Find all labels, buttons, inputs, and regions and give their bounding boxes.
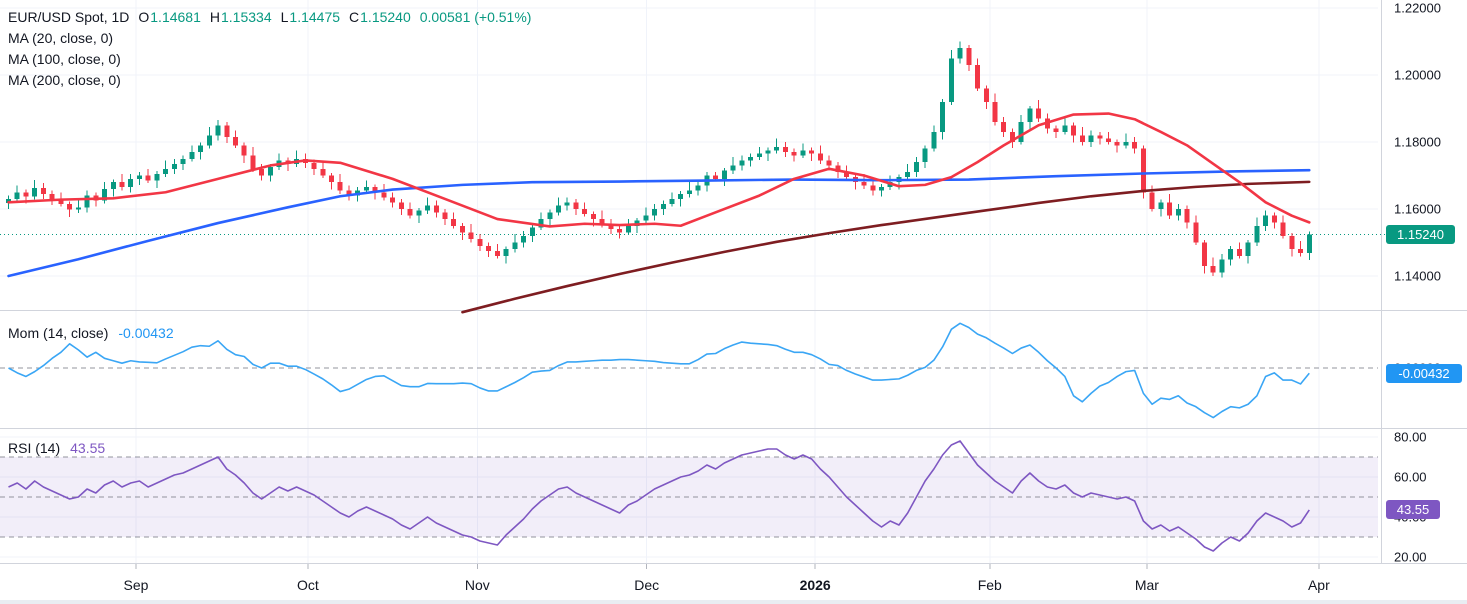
rsi-legend[interactable]: RSI (14) 43.55 xyxy=(8,438,105,459)
momentum-legend-label: Mom (14, close) xyxy=(8,325,109,341)
change-value: 0.00581 (+0.51%) xyxy=(419,9,532,25)
low-label: L xyxy=(280,9,289,25)
bottom-strip xyxy=(0,600,1467,604)
ma20-legend-row[interactable]: MA (20, close, 0) xyxy=(8,28,531,49)
ma200-legend-label: MA (200, close, 0) xyxy=(8,72,121,88)
ma100-line xyxy=(7,168,1311,278)
ma20-legend-label: MA (20, close, 0) xyxy=(8,30,114,46)
price-tick-label: 1.20000 xyxy=(1394,67,1441,83)
price-tick-label: 1.18000 xyxy=(1394,134,1441,150)
time-axis-label: Feb xyxy=(978,577,1002,593)
time-axis-label: 2026 xyxy=(800,577,831,593)
price-tick-label: 1.16000 xyxy=(1394,201,1441,217)
time-axis-label: Nov xyxy=(465,577,490,593)
symbol-row[interactable]: EUR/USD Spot, 1D O 1.14681 H 1.15334 L 1.14… xyxy=(8,7,531,28)
momentum-legend-value: -0.00432 xyxy=(118,325,174,341)
price-tick-label: 1.14000 xyxy=(1394,268,1441,284)
open-label: O xyxy=(138,9,150,25)
low-value: 1.14475 xyxy=(289,9,341,25)
price-axis[interactable] xyxy=(1382,0,1467,563)
momentum-value-badge: -0.00432 xyxy=(1386,363,1462,383)
price-tick-label: 1.22000 xyxy=(1394,0,1441,16)
symbol-title: EUR/USD Spot, 1D xyxy=(8,9,130,25)
rsi-legend-label: RSI (14) xyxy=(8,440,61,456)
ma20-line xyxy=(7,112,1311,228)
ma100-legend-row[interactable]: MA (100, close, 0) xyxy=(8,49,531,70)
rsi-tick-label: 20.00 xyxy=(1394,549,1427,565)
rsi-tick-label: 60.00 xyxy=(1394,469,1427,485)
last-price-badge: 1.15240 xyxy=(1386,224,1455,244)
rsi-tick-label: 80.00 xyxy=(1394,429,1427,445)
ma200-line xyxy=(461,180,1311,314)
momentum-line xyxy=(8,322,1310,419)
gridlines xyxy=(0,0,1378,563)
time-axis-label: Apr xyxy=(1308,577,1330,593)
time-axis-label: Sep xyxy=(123,577,148,593)
rsi-legend-value: 43.55 xyxy=(70,440,106,456)
rsi-value-badge: 43.55 xyxy=(1386,500,1440,520)
time-axis-label: Dec xyxy=(634,577,659,593)
close-label: C xyxy=(349,9,360,25)
time-axis[interactable] xyxy=(0,565,1380,604)
ma100-legend-label: MA (100, close, 0) xyxy=(8,51,121,67)
momentum-legend[interactable]: Mom (14, close) -0.00432 xyxy=(8,323,174,344)
open-value: 1.14681 xyxy=(150,9,201,25)
close-value: 1.15240 xyxy=(360,9,411,25)
symbol-legend: EUR/USD Spot, 1D O 1.14681 H 1.15334 L 1.14… xyxy=(8,7,531,91)
rsi-line xyxy=(8,440,1310,552)
time-axis-label: Mar xyxy=(1135,577,1159,593)
time-axis-label: Oct xyxy=(297,577,319,593)
candlestick-series xyxy=(6,41,1312,278)
high-label: H xyxy=(209,9,220,25)
high-value: 1.15334 xyxy=(221,9,272,25)
ma200-legend-row[interactable]: MA (200, close, 0) xyxy=(8,70,531,91)
